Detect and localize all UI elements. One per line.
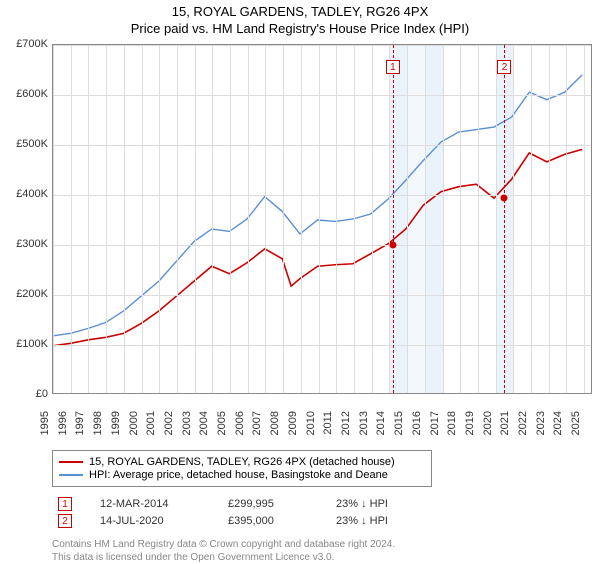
gridline-vertical — [212, 45, 213, 393]
legend-swatch — [59, 461, 83, 463]
footer-text: Contains HM Land Registry data © Crown c… — [52, 538, 395, 564]
gridline-vertical — [177, 45, 178, 393]
footer-line-2: This data is licensed under the Open Gov… — [52, 551, 395, 564]
gridline-vertical — [443, 45, 444, 393]
y-axis-tick: £700K — [0, 38, 48, 50]
event-marker: 1 — [58, 497, 72, 511]
marker-box: 2 — [497, 60, 511, 74]
gridline-vertical — [53, 45, 54, 393]
event-price: £395,000 — [228, 515, 308, 527]
legend-item: HPI: Average price, detached house, Basi… — [59, 469, 425, 481]
legend-label: HPI: Average price, detached house, Basi… — [89, 469, 388, 481]
y-axis-tick: £300K — [0, 238, 48, 250]
gridline-vertical — [159, 45, 160, 393]
gridline-vertical — [319, 45, 320, 393]
chart-svg — [53, 45, 591, 393]
footer-line-1: Contains HM Land Registry data © Crown c… — [52, 538, 395, 551]
legend-swatch — [59, 474, 83, 476]
gridline-vertical — [124, 45, 125, 393]
gridline-vertical — [71, 45, 72, 393]
chart-container: 12 £0£100K£200K£300K£400K£500K£600K£700K… — [0, 44, 600, 444]
gridline-horizontal — [53, 345, 591, 346]
plot-area: 12 — [52, 44, 592, 394]
gridline-vertical — [425, 45, 426, 393]
data-point — [501, 194, 508, 201]
event-row: 1 12-MAR-2014 £299,995 23% ↓ HPI — [52, 497, 592, 511]
gridline-vertical — [372, 45, 373, 393]
gridline-horizontal — [53, 295, 591, 296]
gridline-vertical — [265, 45, 266, 393]
data-point — [389, 242, 396, 249]
gridline-vertical — [389, 45, 390, 393]
gridline-vertical — [283, 45, 284, 393]
event-row: 2 14-JUL-2020 £395,000 23% ↓ HPI — [52, 514, 592, 528]
gridline-vertical — [248, 45, 249, 393]
gridline-vertical — [354, 45, 355, 393]
events-table: 1 12-MAR-2014 £299,995 23% ↓ HPI 2 14-JUL-202… — [52, 494, 592, 531]
event-date: 14-JUL-2020 — [100, 515, 200, 527]
gridline-vertical — [230, 45, 231, 393]
legend-box: 15, ROYAL GARDENS, TADLEY, RG26 4PX (det… — [52, 450, 432, 487]
gridline-vertical — [584, 45, 585, 393]
y-axis-tick: £600K — [0, 88, 48, 100]
gridline-vertical — [88, 45, 89, 393]
gridline-vertical — [549, 45, 550, 393]
gridline-vertical — [531, 45, 532, 393]
x-axis-tick: 2025 — [570, 411, 596, 451]
event-pct: 23% ↓ HPI — [336, 515, 388, 527]
y-axis-tick: £400K — [0, 188, 48, 200]
y-axis-tick: £100K — [0, 338, 48, 350]
y-axis-tick: £500K — [0, 138, 48, 150]
event-date: 12-MAR-2014 — [100, 498, 200, 510]
marker-line — [393, 45, 394, 393]
gridline-horizontal — [53, 95, 591, 96]
gridline-vertical — [566, 45, 567, 393]
gridline-vertical — [195, 45, 196, 393]
legend-item: 15, ROYAL GARDENS, TADLEY, RG26 4PX (det… — [59, 456, 425, 468]
marker-box: 1 — [386, 60, 400, 74]
gridline-vertical — [496, 45, 497, 393]
gridline-vertical — [142, 45, 143, 393]
page-title: 15, ROYAL GARDENS, TADLEY, RG26 4PX — [0, 4, 600, 19]
legend-label: 15, ROYAL GARDENS, TADLEY, RG26 4PX (det… — [89, 456, 395, 468]
event-marker: 2 — [58, 514, 72, 528]
gridline-horizontal — [53, 245, 591, 246]
gridline-vertical — [513, 45, 514, 393]
gridline-vertical — [478, 45, 479, 393]
gridline-horizontal — [53, 45, 591, 46]
marker-line — [504, 45, 505, 393]
gridline-vertical — [301, 45, 302, 393]
event-price: £299,995 — [228, 498, 308, 510]
gridline-vertical — [336, 45, 337, 393]
gridline-horizontal — [53, 195, 591, 196]
page-subtitle: Price paid vs. HM Land Registry's House … — [0, 21, 600, 36]
event-pct: 23% ↓ HPI — [336, 498, 388, 510]
y-axis-tick: £200K — [0, 288, 48, 300]
gridline-vertical — [407, 45, 408, 393]
gridline-horizontal — [53, 145, 591, 146]
gridline-vertical — [460, 45, 461, 393]
gridline-vertical — [106, 45, 107, 393]
y-axis-tick: £0 — [0, 388, 48, 400]
